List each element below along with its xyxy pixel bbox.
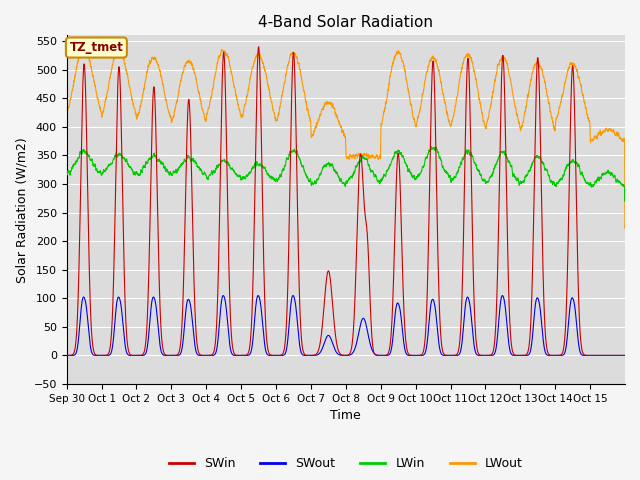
Y-axis label: Solar Radiation (W/m2): Solar Radiation (W/m2)	[15, 137, 28, 283]
Legend: SWin, SWout, LWin, LWout: SWin, SWout, LWin, LWout	[164, 452, 528, 475]
Title: 4-Band Solar Radiation: 4-Band Solar Radiation	[259, 15, 433, 30]
Text: TZ_tmet: TZ_tmet	[70, 41, 124, 54]
X-axis label: Time: Time	[330, 409, 361, 422]
